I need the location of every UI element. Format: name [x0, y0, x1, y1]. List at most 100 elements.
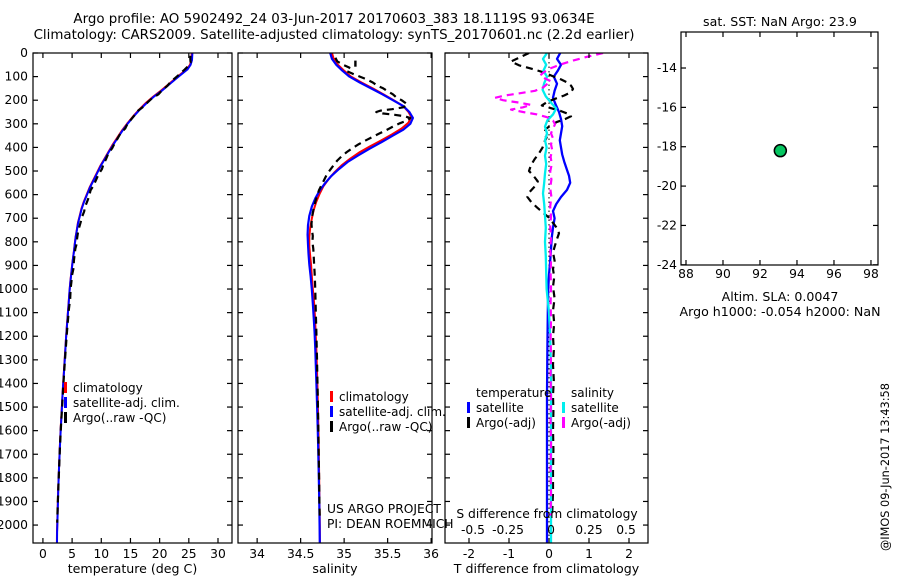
legend-row: satellite	[562, 400, 631, 415]
series-satellite-adj-clim-	[56, 53, 194, 543]
series-t-satellite	[545, 53, 572, 543]
temperature-profile-panel: 0 5 10 15 20 25 300100200300400500600700800900…	[0, 46, 233, 576]
x-tick-label: 30	[210, 547, 226, 561]
depth-tick-label: 300	[5, 117, 28, 131]
legend-row: satellite-adj. clim.	[330, 404, 446, 419]
depth-tick-label: 1300	[0, 353, 28, 367]
legend-swatch-satellite	[64, 397, 67, 408]
x-tick-label: -2	[463, 547, 475, 561]
legend-label: satellite-adj. clim.	[73, 395, 180, 410]
x-tick-label: 2	[625, 547, 633, 561]
depth-tick-label: 1600	[0, 424, 28, 438]
depth-tick-label: 700	[5, 211, 28, 225]
legend-swatch-climatology	[64, 382, 67, 393]
depth-tick-label: 1200	[0, 329, 28, 343]
axis-box	[680, 31, 879, 266]
legend-label: satellite	[476, 400, 524, 415]
sst-location-map: 88 90 92 94 96 98 -14 -16 -18 -20 -22 -24	[657, 31, 879, 281]
project-annotation-line1: US ARGO PROJECT	[327, 502, 441, 516]
x-tick-label: 0	[39, 547, 47, 561]
legend-label: Argo(-adj)	[571, 415, 631, 430]
x-axis-label: temperature (deg C)	[68, 561, 198, 576]
depth-tick-label: 1800	[0, 471, 28, 485]
depth-tick-label: 800	[5, 235, 28, 249]
x-tick-label: 0	[545, 547, 553, 561]
x-tick-label: 25	[181, 547, 197, 561]
lon-tick-label: 96	[826, 267, 842, 281]
salinity-profile-panel: 34 34.5 35 35.5 36 salinity	[237, 52, 439, 576]
legend-row: climatology	[330, 389, 446, 404]
legend-swatch-s-argo	[562, 417, 565, 428]
legend-row: Argo(..raw -QC)	[64, 410, 180, 425]
lon-tick-label: 94	[789, 267, 805, 281]
legend-header: temperature	[476, 385, 552, 400]
legend-swatch-argo	[64, 412, 67, 423]
depth-tick-label: 100	[5, 70, 28, 84]
diff-legend-salinity-column: salinity satellite Argo(-adj)	[562, 385, 631, 430]
lat-tick-label: -18	[657, 140, 677, 154]
axis-box	[32, 52, 233, 544]
salinity-legend: climatology satellite-adj. clim. Argo(..…	[330, 389, 446, 434]
x-tick-label: -1	[503, 547, 515, 561]
legend-row: satellite-adj. clim.	[64, 395, 180, 410]
s-axis-tick-label: 0.5	[616, 523, 636, 537]
legend-row: Argo(-adj)	[562, 415, 631, 430]
legend-swatch-t-satellite	[467, 402, 470, 413]
x-tick-label: 34.5	[287, 547, 314, 561]
legend-swatch-satellite	[330, 406, 333, 417]
x-tick-label: 35.5	[374, 547, 401, 561]
diff-legend-temperature-column: temperature satellite Argo(-adj)	[467, 385, 551, 430]
depth-tick-label: 200	[5, 93, 28, 107]
series-s-argo-adj-	[493, 53, 604, 516]
depth-tick-label: 1100	[0, 306, 28, 320]
imos-watermark: @IMOS 09-Jun-2017 13:43:58	[879, 383, 892, 551]
x-tick-label: 34	[249, 547, 265, 561]
legend-swatch-climatology	[330, 391, 333, 402]
series-t-argo-adj-	[509, 53, 575, 514]
depth-tick-label: 1700	[0, 447, 28, 461]
legend-label: climatology	[339, 389, 409, 404]
lon-tick-label: 98	[863, 267, 879, 281]
lat-tick-label: -20	[657, 179, 677, 193]
depth-tick-label: 1500	[0, 400, 28, 414]
lat-tick-label: -14	[657, 61, 677, 75]
temperature-legend: climatology satellite-adj. clim. Argo(..…	[64, 380, 180, 425]
x-tick-label: 5	[68, 547, 76, 561]
legend-label: satellite	[571, 400, 619, 415]
s-axis-tick-label: -0.25	[492, 523, 524, 537]
sst-map-title: sat. SST: NaN Argo: 23.9	[703, 14, 857, 29]
x-axis-label: salinity	[312, 561, 358, 576]
legend-swatch-s-satellite	[562, 402, 565, 413]
depth-tick-label: 0	[20, 46, 28, 60]
x-tick-label: 35	[336, 547, 352, 561]
x-tick-label: 20	[152, 547, 168, 561]
s-difference-axis-title: S difference from climatology	[456, 507, 638, 521]
lat-tick-label: -22	[657, 218, 677, 232]
sla-map-title-line2: Argo h1000: -0.054 h2000: NaN	[679, 304, 881, 319]
figure-title-line1: Argo profile: AO 5902492_24 03-Jun-2017 …	[73, 12, 595, 27]
legend-label: satellite-adj. clim.	[339, 404, 446, 419]
x-tick-label: 10	[93, 547, 109, 561]
axis-box	[444, 52, 649, 544]
x-tick-label: 15	[123, 547, 139, 561]
legend-swatch-argo	[330, 421, 333, 432]
depth-tick-label: 600	[5, 188, 28, 202]
depth-tick-label: 1900	[0, 494, 28, 508]
axis-box	[237, 52, 433, 544]
sla-map-title-line1: Altim. SLA: 0.0047	[721, 289, 839, 304]
x-axis-label: T difference from climatology	[453, 561, 640, 576]
legend-label: climatology	[73, 380, 143, 395]
figure-title-line2: Climatology: CARS2009. Satellite-adjuste…	[33, 28, 635, 43]
lon-tick-label: 88	[678, 267, 694, 281]
depth-tick-label: 900	[5, 258, 28, 272]
legend-label: Argo(-adj)	[476, 415, 536, 430]
legend-row: satellite	[467, 400, 551, 415]
depth-tick-label: 1000	[0, 282, 28, 296]
x-tick-label: 1	[585, 547, 593, 561]
series-satellite-adj-clim-	[306, 53, 414, 543]
lon-tick-label: 92	[752, 267, 768, 281]
s-axis-tick-label: 0	[547, 523, 555, 537]
depth-tick-label: 1400	[0, 376, 28, 390]
series-argo-raw-qc-	[310, 57, 412, 520]
